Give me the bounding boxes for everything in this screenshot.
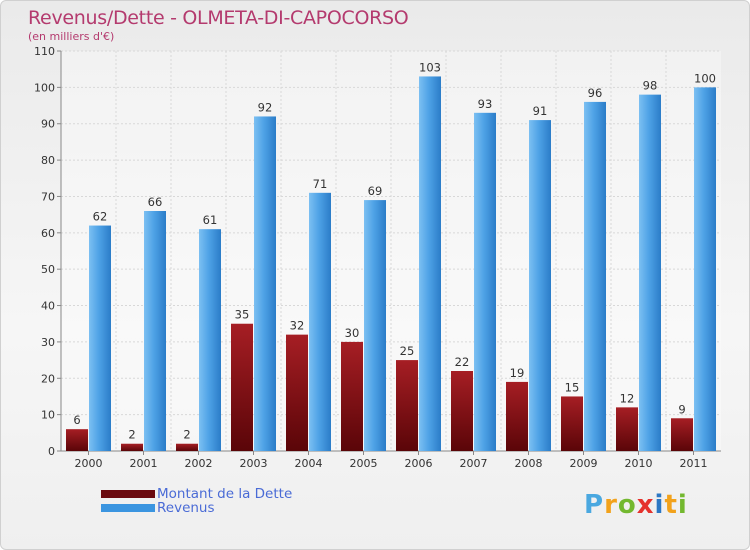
bar-revenus: [364, 200, 386, 451]
y-tick-label: 90: [41, 118, 55, 131]
y-tick-label: 100: [34, 81, 55, 94]
legend-label-revenus: Revenus: [157, 500, 215, 516]
x-tick-label: 2006: [405, 457, 433, 470]
legend: Montant de la Dette Revenus: [101, 486, 293, 516]
y-tick-label: 40: [41, 300, 55, 313]
dark-red-bar-swatch-icon: [101, 490, 155, 498]
value-label-revenus: 61: [203, 213, 218, 227]
y-tick-label: 110: [34, 45, 55, 58]
bar-dette: [671, 418, 693, 451]
bar-revenus: [529, 120, 551, 451]
value-label-revenus: 100: [694, 71, 716, 85]
x-tick-label: 2001: [130, 457, 158, 470]
value-label-dette: 30: [345, 326, 360, 340]
bar-revenus: [254, 116, 276, 452]
axes: 0 10 20 30 40 50 60 70 80 90 100 110 2000 2001 2002 200…: [34, 45, 721, 470]
value-label-revenus: 62: [93, 210, 108, 224]
bar-revenus: [694, 87, 716, 451]
value-label-revenus: 93: [478, 97, 493, 111]
x-tick-label: 2010: [625, 457, 653, 470]
bar-dette: [561, 396, 583, 451]
value-label-dette: 32: [290, 319, 305, 333]
x-tick-label: 2011: [680, 457, 708, 470]
y-tick-label: 70: [41, 190, 55, 203]
value-label-dette: 12: [620, 391, 635, 405]
y-tick-label: 0: [48, 445, 55, 458]
value-label-dette: 22: [455, 355, 470, 369]
value-label-revenus: 96: [588, 86, 603, 100]
value-label-dette: 9: [678, 402, 685, 416]
bar-dette: [286, 334, 308, 451]
x-tick-label: 2004: [295, 457, 323, 470]
y-tick-label: 80: [41, 154, 55, 167]
bar-revenus: [309, 192, 331, 451]
bar-dette: [341, 341, 363, 451]
value-label-dette: 2: [183, 428, 190, 442]
chart-title: Revenus/Dette - OLMETA-DI-CAPOCORSO: [28, 7, 409, 29]
value-label-dette: 25: [400, 344, 415, 358]
y-tick-label: 50: [41, 263, 55, 276]
x-tick-label: 2002: [185, 457, 213, 470]
bar-revenus: [474, 112, 496, 452]
bar-dette: [231, 323, 253, 451]
chart-subtitle: (en milliers d'€): [28, 30, 115, 43]
x-tick-label: 2003: [240, 457, 268, 470]
bar-dette: [616, 407, 638, 451]
bar-dette: [176, 443, 198, 451]
value-label-revenus: 71: [313, 177, 328, 191]
bar-revenus: [89, 225, 111, 451]
x-tick-label: 2000: [75, 457, 103, 470]
value-labels: 6622662613592327130692510322931991159612…: [73, 60, 716, 441]
bar-revenus: [419, 76, 441, 452]
x-tick-label: 2005: [350, 457, 378, 470]
y-tick-label: 20: [41, 372, 55, 385]
bar-dette: [506, 381, 528, 451]
value-label-revenus: 66: [148, 195, 163, 209]
value-label-dette: 35: [235, 308, 250, 322]
value-label-dette: 6: [73, 413, 80, 427]
value-label-revenus: 91: [533, 104, 548, 118]
bar-dette: [451, 371, 473, 451]
legend-item-revenus: Revenus: [101, 500, 292, 516]
y-tick-label: 60: [41, 227, 55, 240]
value-label-revenus: 103: [419, 60, 441, 74]
value-label-revenus: 69: [368, 184, 383, 198]
bar-dette: [396, 360, 418, 451]
bars: [66, 76, 716, 452]
bar-revenus: [144, 211, 166, 451]
legend-item-dette: Montant de la Dette: [101, 486, 293, 502]
blue-bar-swatch-icon: [101, 504, 155, 512]
bar-revenus: [584, 101, 606, 451]
y-tick-label: 10: [41, 409, 55, 422]
x-tick-label: 2009: [570, 457, 598, 470]
bar-dette: [66, 429, 88, 451]
x-tick-label: 2008: [515, 457, 543, 470]
y-tick-label: 30: [41, 336, 55, 349]
bar-revenus: [199, 229, 221, 451]
x-tick-label: 2007: [460, 457, 488, 470]
proxiti-logo: Proxiti: [584, 490, 688, 520]
value-label-dette: 15: [565, 380, 580, 394]
value-label-dette: 19: [510, 366, 525, 380]
bar-revenus: [639, 94, 661, 452]
legend-label-dette: Montant de la Dette: [157, 486, 293, 502]
bar-dette: [121, 443, 143, 451]
grid-lines: [61, 50, 721, 452]
value-label-revenus: 92: [258, 100, 273, 114]
value-label-revenus: 98: [643, 79, 658, 93]
value-label-dette: 2: [128, 428, 135, 442]
